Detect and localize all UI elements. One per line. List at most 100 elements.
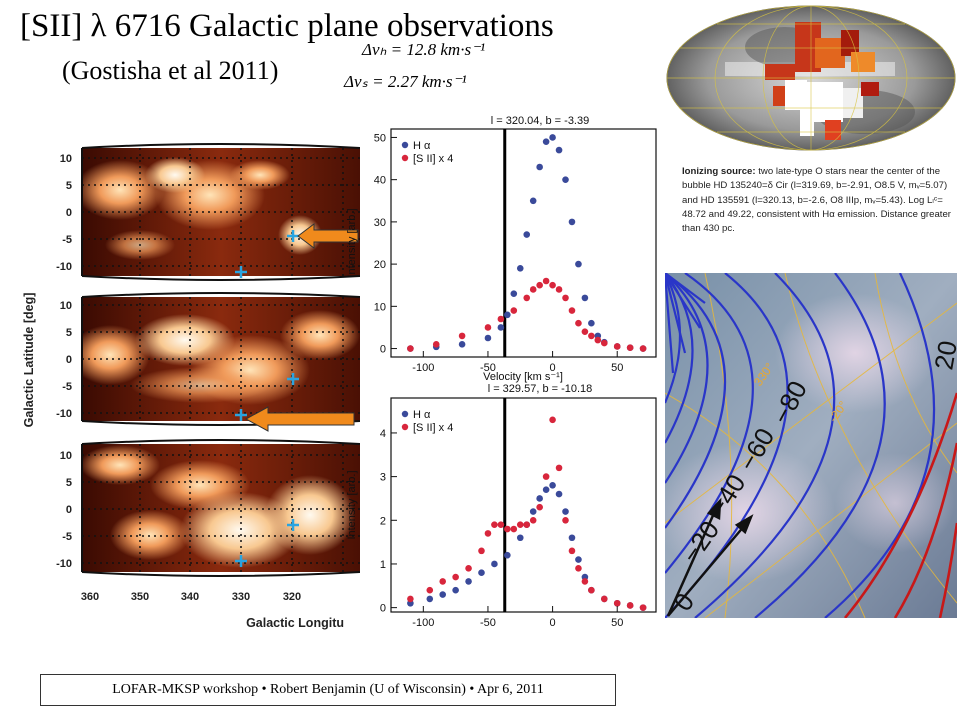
spectrum-top-ylabel: Intensity [arb.] [346,208,358,277]
halpha-point [575,556,582,563]
sii-point [613,599,621,607]
ytick-p3-5: 5 [66,477,72,489]
y-tick-label: 0 [380,603,386,615]
sii-point [529,286,537,293]
y-tick-label: 0 [380,344,386,356]
sii-point [510,307,518,314]
sii-point [588,332,595,340]
legend-top-halpha-marker [401,141,409,149]
sii-point [504,525,511,533]
halpha-point [562,508,569,515]
legend-top-halpha: H α [413,140,431,152]
sii-point [562,294,569,302]
halpha-point [529,508,537,515]
sii-point [407,595,414,603]
spectrum-plot-bottom: l = 329.57, b = -10.18 -100 -50 0 50 0 1 2 3 4 H… [346,383,657,629]
sii-point [588,586,595,594]
halpha-point [523,231,531,238]
y-tick-label: 30 [374,217,386,229]
sii-point [626,602,634,609]
sii-point [439,578,447,585]
x-tick-label: -100 [412,362,434,374]
slide-subtitle: (Gostisha et al 2011) [62,56,279,85]
blue-contours [665,273,936,618]
sii-point [639,604,647,611]
halpha-point [536,495,543,502]
map-x-label: Galactic Longitu [246,616,344,630]
map-panel-3 [82,444,360,572]
sii-point [581,578,589,585]
halpha-point [555,490,563,498]
sii-point [516,521,524,528]
map-panel-2 [82,297,360,421]
legend-bottom: H α [S II] x 4 [401,409,453,434]
map-y-ticks: 10 5 0 -5 -10 10 5 0 -5 -10 10 5 0 -5 -1… [56,153,72,570]
ytick-p3-m10: -10 [56,558,72,570]
halpha-point [549,482,556,489]
halpha-point [529,197,537,205]
spectrum-bottom-title: l = 329.57, b = -10.18 [488,383,593,395]
halpha-point [504,311,511,319]
sii-point [458,332,466,340]
map-panel-1 [82,148,360,276]
contour-diagram: −80 −60 −40 −20 0 20 330° -20° [665,273,957,618]
sii-point [581,328,589,335]
sii-point [529,516,537,524]
halpha-point [562,176,569,183]
x-tick-label: 0 [550,617,556,629]
direction-arrows [666,497,754,617]
halpha-point [504,551,511,559]
ytick-p3-m5: -5 [62,531,72,543]
sii-point [407,345,414,352]
sii-point [575,565,582,572]
sii-point [613,343,621,350]
ytick-p2-m5: -5 [62,381,72,393]
sii-point [568,307,576,314]
x-tick-label: 50 [611,617,623,629]
all-sky-map [666,5,956,151]
caption-text: two late-type O stars near the center of… [682,166,951,235]
y-tick-label: 40 [374,175,386,187]
sii-point [639,345,647,352]
legend-top-sii: [S II] x 4 [413,153,453,165]
y-tick-label: 1 [380,559,386,571]
sii-point [432,341,440,348]
sii-point [510,525,518,533]
sii-point [600,595,608,603]
sii-point [491,521,498,528]
xtick-360: 360 [81,591,99,603]
sii-point [575,319,582,327]
ytick-p2-5: 5 [66,327,72,339]
x-tick-label: -50 [480,617,496,629]
galactic-maps: 10 5 0 -5 -10 10 5 0 -5 -10 10 5 0 -5 -1… [22,143,360,630]
x-tick-label: -100 [412,617,434,629]
halpha-point [510,290,518,297]
halpha-point [542,486,550,494]
halpha-point [581,294,589,302]
caption-heading: Ionizing source: [682,166,756,177]
xtick-350: 350 [131,591,149,603]
sii-point [555,286,563,293]
halpha-point [516,534,524,542]
sii-point [523,521,531,528]
sii-point [497,521,505,528]
halpha-point [542,138,550,145]
footer-credit: LOFAR-MKSP workshop • Robert Benjamin (U… [40,674,616,706]
y-tick-label: 20 [374,259,386,271]
equation-delta-v-h: Δvₕ = 12.8 km·s⁻¹ [362,40,486,59]
sky-map-grid [666,5,956,151]
legend-top: H α [S II] x 4 [401,140,453,165]
sii-point [478,547,485,555]
ytick-p1-10: 10 [60,153,72,165]
equation-delta-v-s: Δvₛ = 2.27 km·s⁻¹ [344,72,467,91]
halpha-point [588,319,595,327]
legend-top-sii-marker [401,154,409,162]
halpha-point [575,260,582,268]
legend-bottom-halpha: H α [413,409,431,421]
legend-bottom-sii: [S II] x 4 [413,422,453,434]
x-tick-label: 0 [550,362,556,374]
ytick-p2-m10: -10 [56,408,72,420]
halpha-point [484,334,492,342]
sii-point [549,281,556,289]
halpha-point [555,146,563,154]
